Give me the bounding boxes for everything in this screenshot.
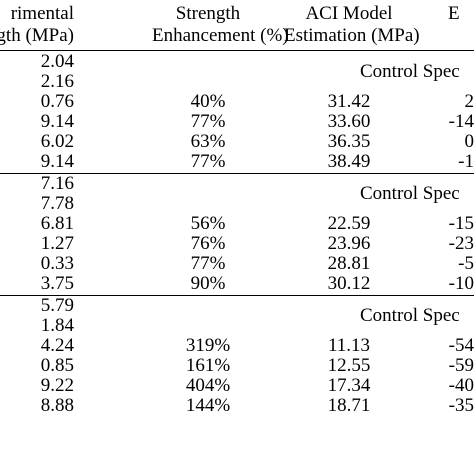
header-line-1: rimental Strength ACI Model E [0,3,474,24]
cell-aci-estimation: 12.55 [327,355,371,376]
cell-aci-estimation: 31.42 [327,91,371,112]
cell-experimental: 9.14 [40,151,74,172]
cell-error: -10 [448,273,474,294]
control-row: 1.84 [0,316,474,336]
cell-experimental: 2.04 [40,51,74,72]
cell-experimental: 2.16 [40,71,74,92]
table-row: 8.88 144% 18.71 -35 [0,396,474,416]
cell-error: 2 [464,91,474,112]
table-row: 9.14 77% 38.49 -1 [0,152,474,172]
control-row: 5.79 [0,296,474,316]
cell-enhancement: 77% [190,151,226,172]
cell-experimental: 5.79 [40,295,74,316]
cell-enhancement: 56% [190,213,226,234]
cell-aci-estimation: 17.34 [327,375,371,396]
table-row: 1.27 76% 23.96 -23 [0,234,474,254]
header-enhancement-line1: Strength [175,3,241,24]
cell-experimental: 4.24 [40,335,74,356]
group-divider [0,172,474,174]
header-experimental-line1: rimental [10,3,74,24]
header-enhancement-line2: Enhancement (%) [152,25,289,46]
cell-error: -15 [448,213,474,234]
cell-enhancement: 77% [190,253,226,274]
cell-error: -5 [458,253,474,274]
cell-enhancement: 144% [185,395,231,416]
cell-enhancement: 319% [185,335,231,356]
header-error-line1: E [448,3,460,24]
cell-enhancement: 40% [190,91,226,112]
cell-aci-estimation: 36.35 [327,131,371,152]
cell-aci-estimation: 22.59 [327,213,371,234]
table-row: 4.24 319% 11.13 -54 [0,336,474,356]
control-row: 2.04 [0,52,474,72]
table-row: 9.22 404% 17.34 -40 [0,376,474,396]
control-row: 2.16 [0,72,474,92]
cell-aci-estimation: 30.12 [327,273,371,294]
cell-experimental: 8.88 [40,395,74,416]
cell-experimental: 3.75 [40,273,74,294]
header-rule [0,50,474,51]
cell-enhancement: 404% [185,375,231,396]
cell-error: 0 [464,131,474,152]
cell-experimental: 6.81 [40,213,74,234]
cell-aci-estimation: 38.49 [327,151,371,172]
table-row: 0.76 40% 31.42 2 [0,92,474,112]
header-line-2: gth (MPa) Enhancement (%) Estimation (MP… [0,25,474,46]
cell-experimental: 0.76 [40,91,74,112]
cell-experimental: 7.78 [40,193,74,214]
control-row: 7.78 [0,194,474,214]
cell-experimental: 9.22 [40,375,74,396]
cell-aci-estimation: 28.81 [327,253,371,274]
cell-error: -35 [448,395,474,416]
cell-experimental: 9.14 [40,111,74,132]
group-divider [0,294,474,296]
control-specimen-label: Control Spec [360,61,460,82]
cell-aci-estimation: 18.71 [327,395,371,416]
table-row: 3.75 90% 30.12 -10 [0,274,474,294]
cell-enhancement: 63% [190,131,226,152]
control-specimen-label: Control Spec [360,305,460,326]
control-row: 7.16 [0,174,474,194]
cell-enhancement: 90% [190,273,226,294]
cell-enhancement: 161% [185,355,231,376]
cell-enhancement: 76% [190,233,226,254]
cell-enhancement: 77% [190,111,226,132]
cell-error: -1 [458,151,474,172]
cell-experimental: 0.33 [40,253,74,274]
table-row: 0.85 161% 12.55 -59 [0,356,474,376]
cell-experimental: 1.27 [40,233,74,254]
cell-error: -40 [448,375,474,396]
table-row: 0.33 77% 28.81 -5 [0,254,474,274]
table-row: 6.81 56% 22.59 -15 [0,214,474,234]
cell-error: -14 [448,111,474,132]
cell-error: -54 [448,335,474,356]
cell-experimental: 7.16 [40,173,74,194]
cell-aci-estimation: 23.96 [327,233,371,254]
header-aci-line2: Estimation (MPa) [284,25,420,46]
cell-error: -59 [448,355,474,376]
cell-experimental: 1.84 [40,315,74,336]
header-experimental-line2: gth (MPa) [0,25,74,46]
cell-experimental: 6.02 [40,131,74,152]
cell-experimental: 0.85 [40,355,74,376]
header-aci-line1: ACI Model [305,3,393,24]
table-row: 6.02 63% 36.35 0 [0,132,474,152]
cell-aci-estimation: 33.60 [327,111,371,132]
control-specimen-label: Control Spec [360,183,460,204]
cell-error: -23 [448,233,474,254]
cell-aci-estimation: 11.13 [327,335,371,356]
table-row: 9.14 77% 33.60 -14 [0,112,474,132]
